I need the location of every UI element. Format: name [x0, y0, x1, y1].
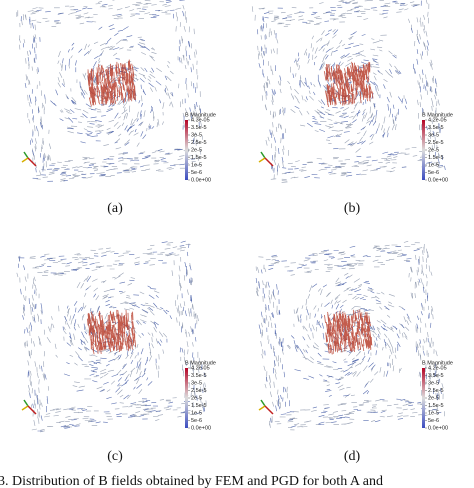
colorbar-tick-label: 3.5e-5: [428, 125, 444, 131]
coil-glyphs: [323, 61, 374, 107]
colorbar-tick-label: 2.5e-5: [191, 140, 207, 146]
colorbar: [422, 120, 425, 180]
axis-triad: [260, 399, 266, 407]
colorbar-title: B Magnitude: [185, 112, 216, 118]
axis-triad: [21, 405, 29, 411]
colorbar-tick-label: 0.0e+00: [191, 425, 211, 431]
colorbar: [185, 368, 188, 428]
vector-glyphs: [18, 240, 206, 432]
panel-label: (d): [344, 449, 361, 464]
colorbar-title: B Magnitude: [422, 360, 453, 366]
colorbar-tick-label: 2.5e-5: [428, 388, 444, 394]
axis-triad: [264, 405, 274, 415]
colorbar-tick-label: 1.5e-5: [191, 155, 207, 161]
colorbar-tick-label: 2.5e-5: [191, 388, 207, 394]
colorbar-tick-label: 3e-5: [191, 380, 202, 386]
colorbar-tick-label: 3e-5: [428, 132, 439, 138]
colorbar-tick-label: 3.5e-5: [428, 373, 444, 379]
axis-triad: [258, 157, 266, 163]
vector-glyphs: [255, 240, 445, 431]
colorbar-tick-label: 5e-6: [191, 170, 202, 176]
axis-triad: [264, 157, 274, 167]
colorbar-tick-label: 1e-5: [191, 162, 202, 168]
vector-glyphs: [16, 242, 207, 433]
colorbar-tick-label: 4.3e-05: [191, 117, 210, 123]
axis-triad: [27, 405, 37, 415]
colorbar-tick-label: 5e-6: [428, 418, 439, 424]
coil-glyphs: [87, 309, 137, 355]
colorbar-tick-label: 2.5e-5: [428, 140, 444, 146]
colorbar-tick-label: 3.5e-5: [191, 125, 207, 131]
axis-triad: [260, 151, 266, 159]
panel-label: (b): [344, 201, 361, 216]
colorbar-tick-label: 0.0e+00: [428, 177, 448, 183]
colorbar-tick-label: 1e-5: [191, 410, 202, 416]
coil-glyphs: [87, 59, 136, 107]
colorbar-tick-label: 2e-5: [191, 147, 202, 153]
vector-glyphs: [251, 0, 444, 183]
colorbar-tick-label: 0.0e+00: [191, 177, 211, 183]
colorbar-tick-label: 3e-5: [191, 132, 202, 138]
colorbar-tick-label: 1.5e-5: [428, 403, 444, 409]
colorbar-tick-label: 1e-5: [428, 162, 439, 168]
colorbar-tick-label: 3e-5: [428, 380, 439, 386]
colorbar-tick-label: 2e-5: [191, 395, 202, 401]
figure-caption: 3. Distribution of B fields obtained by …: [0, 474, 383, 488]
axis-triad: [27, 157, 37, 167]
colorbar-tick-label: 1.5e-5: [191, 403, 207, 409]
colorbar: [422, 368, 425, 428]
colorbar-tick-label: 5e-6: [428, 170, 439, 176]
axis-triad: [23, 151, 29, 159]
colorbar-tick-label: 1.5e-5: [428, 155, 444, 161]
colorbar-tick-label: 2e-5: [428, 395, 439, 401]
colorbar-title: B Magnitude: [185, 360, 216, 366]
vector-glyphs: [20, 0, 201, 182]
colorbar-title: B Magnitude: [422, 112, 453, 118]
axis-triad: [258, 405, 266, 411]
colorbar-tick-label: 5e-6: [191, 418, 202, 424]
colorbar-tick-label: 0.0e+00: [428, 425, 448, 431]
panel-label: (a): [107, 201, 123, 216]
coil-glyphs: [324, 309, 373, 355]
colorbar-tick-label: 1e-5: [428, 410, 439, 416]
colorbar-tick-label: 4.2e-05: [428, 117, 447, 123]
colorbar-tick-label: 4.2e-05: [428, 365, 447, 371]
colorbar-tick-label: 2e-5: [428, 147, 439, 153]
axis-triad: [21, 157, 29, 163]
axis-triad: [23, 399, 29, 407]
panel-label: (c): [107, 449, 123, 464]
colorbar-tick-label: 4.2e-05: [191, 365, 210, 371]
colorbar: [185, 120, 188, 180]
colorbar-tick-label: 3.5e-5: [191, 373, 207, 379]
vector-glyphs: [257, 0, 446, 179]
